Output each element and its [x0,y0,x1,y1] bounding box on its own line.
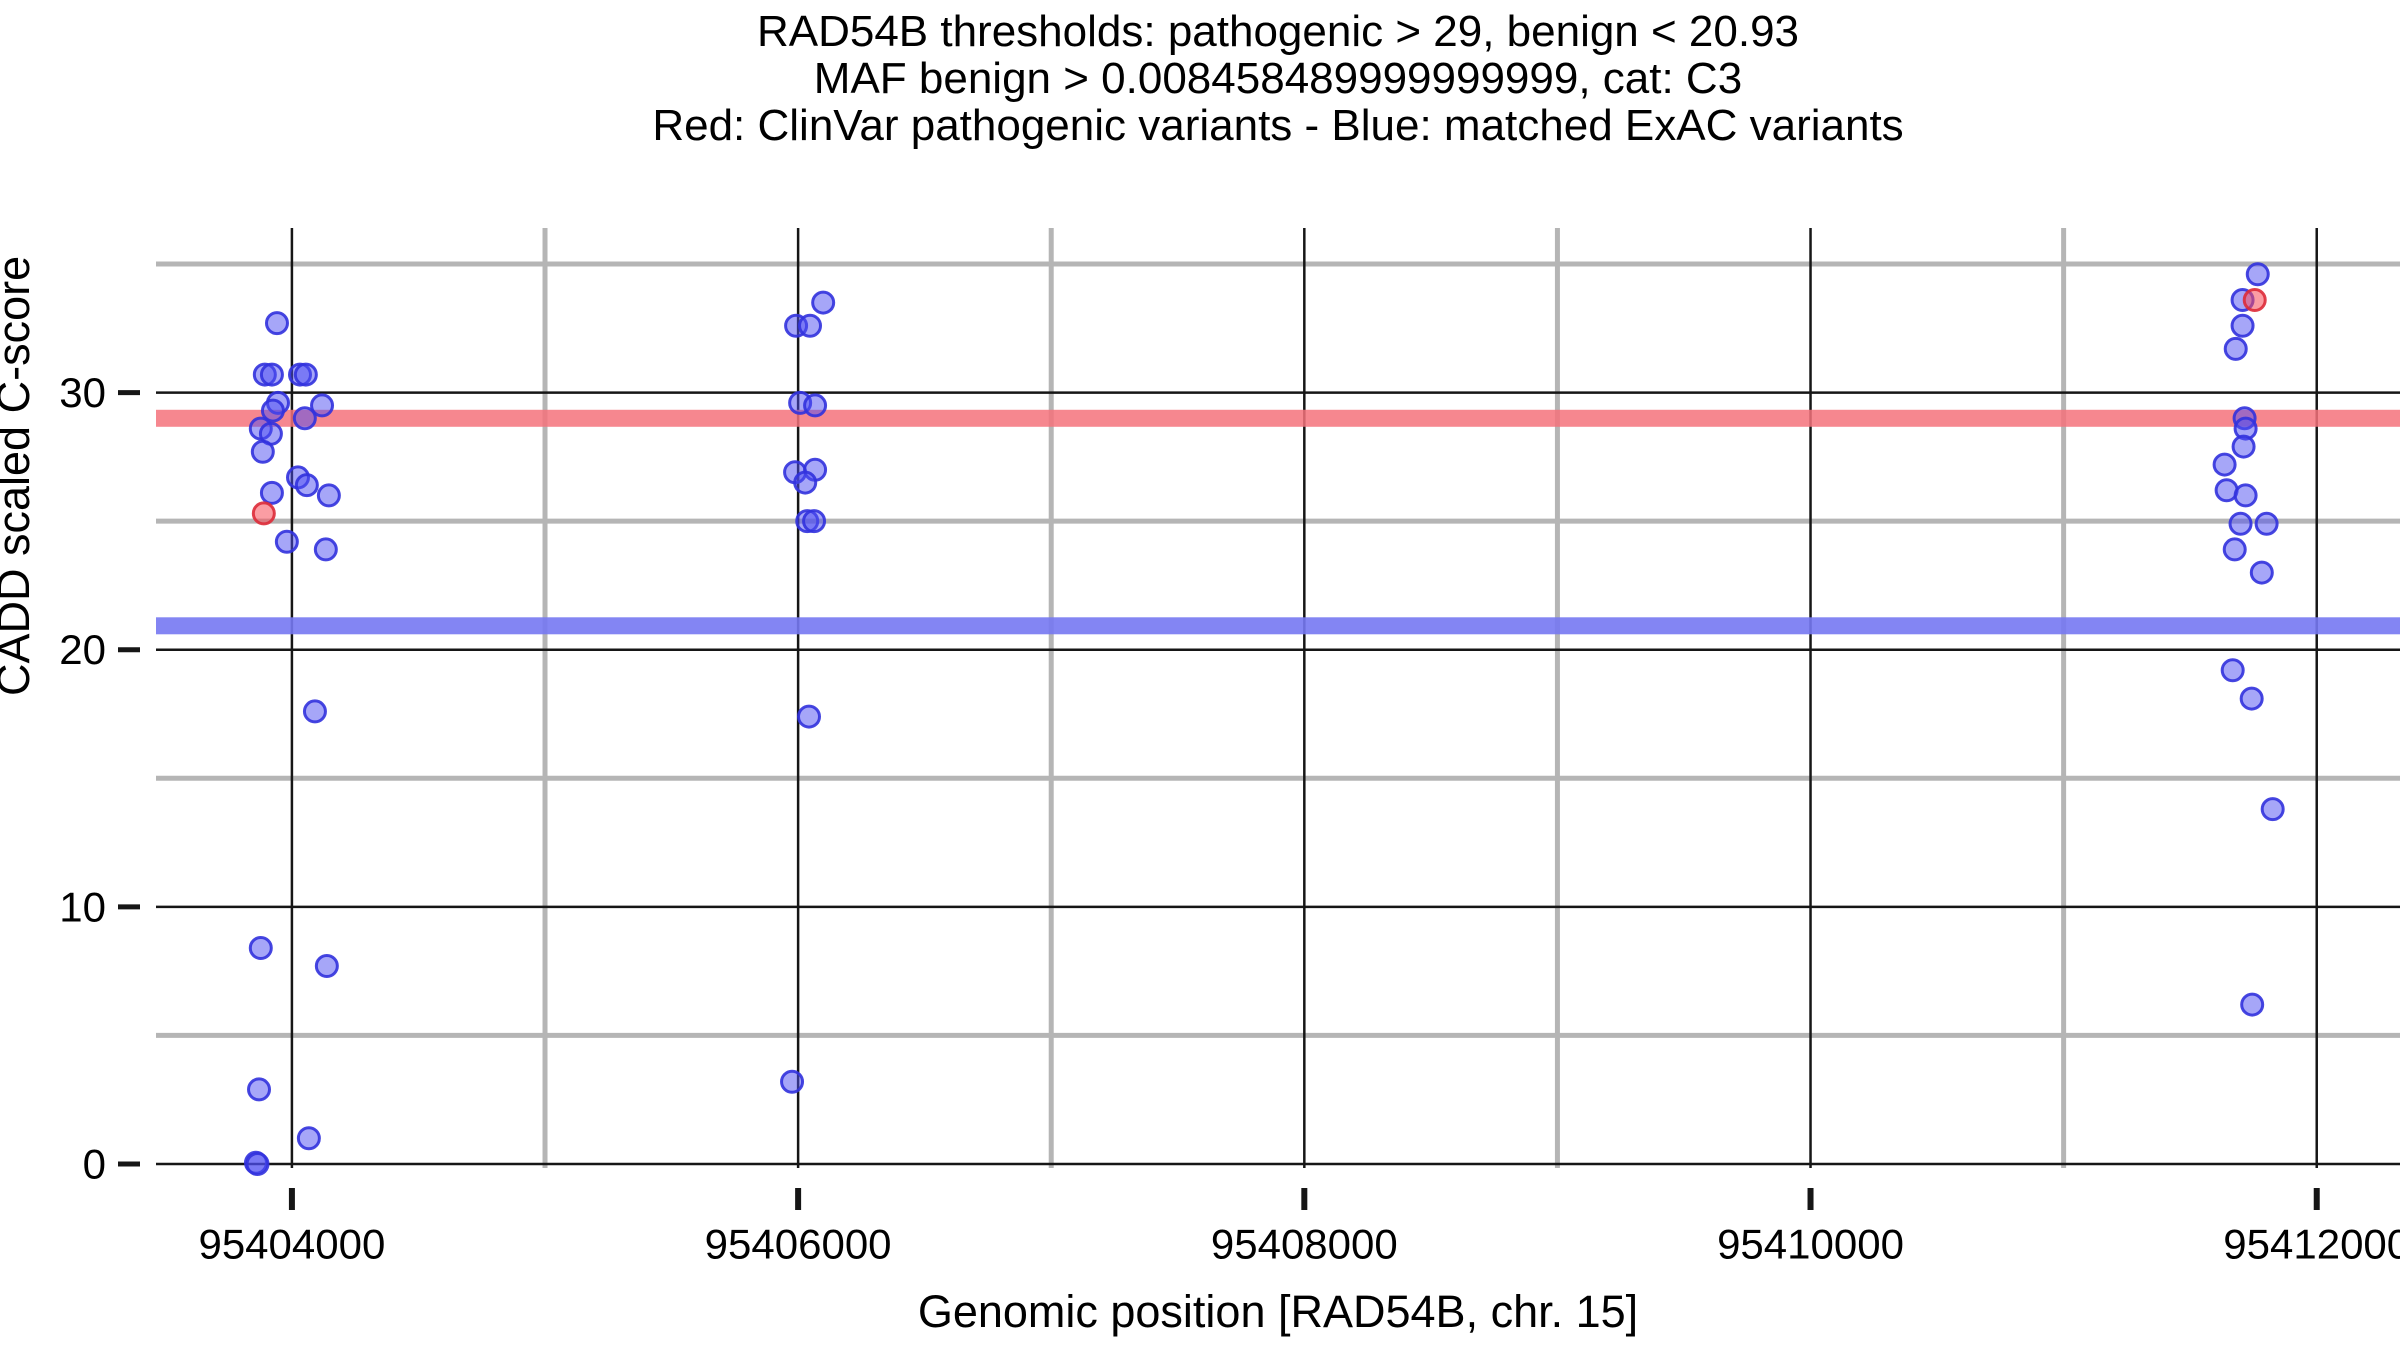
x-tick-label: 95408000 [1211,1221,1398,1268]
pathogenic-threshold-band [156,409,2400,427]
data-point-exac [296,1126,321,1151]
data-point-exac [2245,262,2270,287]
data-point-exac [292,406,317,431]
data-point-exac [2231,434,2256,459]
data-point-exac [248,936,273,960]
data-point-exac [274,529,299,554]
data-point-clinvar-pathogenic [2242,288,2267,312]
data-point-exac [793,470,818,495]
data-point-exac [2249,560,2274,585]
data-point-exac [797,704,822,729]
data-point-exac [2220,658,2245,683]
data-point-exac [316,483,341,508]
data-point-exac [2240,992,2265,1017]
data-point-exac [780,1069,805,1094]
y-tick-label: 0 [83,1141,106,1188]
data-point-exac [245,1152,270,1176]
data-point-exac [798,313,823,338]
data-point-exac [259,480,284,505]
data-point-exac [2254,511,2279,536]
x-axis-title: Genomic position [RAD54B, chr. 15] [917,1286,1639,1337]
data-point-exac [802,509,827,534]
data-point-exac [2260,797,2285,822]
data-point-exac [2222,537,2247,562]
data-point-exac [250,439,275,464]
plot-title-line-2: MAF benign > 0.008458489999999999, cat: … [813,54,1743,103]
x-tick-label: 95404000 [198,1221,385,1268]
data-point-exac [259,362,284,387]
data-point-exac [2212,452,2237,477]
data-point-exac [811,290,836,315]
data-point-exac [2239,686,2264,711]
y-tick-label: 10 [59,883,106,930]
data-point-exac [2230,313,2255,338]
data-point-exac [313,537,338,562]
data-point-exac [803,393,828,418]
x-tick-label: 95406000 [705,1221,892,1268]
data-point-exac [2223,336,2248,361]
plot-title-line-3: Red: ClinVar pathogenic variants - Blue:… [652,101,1904,150]
x-tick-label: 95412000 [2223,1221,2400,1268]
data-point-exac [264,311,289,336]
benign-threshold-band [156,617,2400,635]
data-point-exac [260,398,285,423]
data-point-exac [310,393,335,418]
y-tick-label: 20 [59,626,106,673]
y-tick-label: 30 [59,369,106,416]
plot-title-line-1: RAD54B thresholds: pathogenic > 29, beni… [756,7,1800,56]
data-point-clinvar-pathogenic [251,501,276,526]
plot-title: RAD54B thresholds: pathogenic > 29, beni… [156,8,2400,149]
data-point-exac [293,362,318,387]
data-point-exac [2233,483,2258,508]
data-point-exac [247,1077,272,1102]
data-point-exac [302,699,327,724]
data-point-exac [294,473,319,498]
x-tick-label: 95410000 [1717,1221,1904,1268]
data-point-exac [314,954,339,978]
data-point-exac [2228,511,2253,536]
